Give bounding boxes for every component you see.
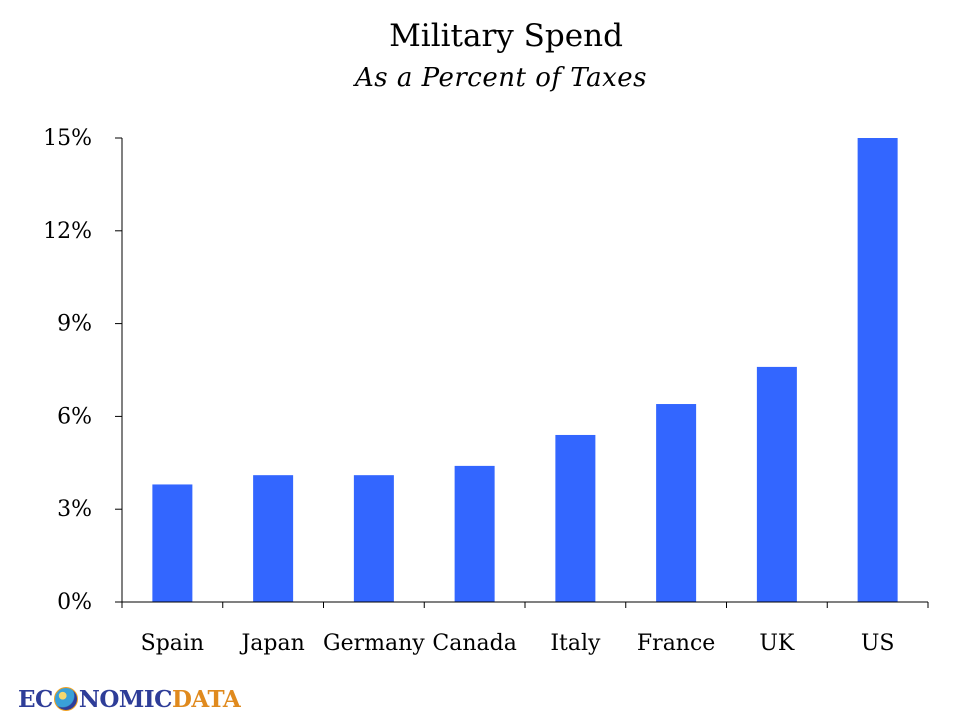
y-tick-label: 12% bbox=[43, 219, 92, 244]
y-tick-label: 9% bbox=[57, 312, 92, 337]
economicdata-logo: EC NOMIC DATA bbox=[18, 684, 241, 714]
x-tick-label: Japan bbox=[239, 631, 304, 656]
bar-spain bbox=[152, 484, 193, 602]
chart-subtitle: As a Percent of Taxes bbox=[355, 63, 647, 93]
y-tick-label: 0% bbox=[57, 590, 92, 615]
x-tick-label: US bbox=[861, 631, 895, 656]
bar-germany bbox=[353, 475, 394, 602]
bar-us bbox=[857, 138, 898, 602]
logo-text-middle: NOMIC bbox=[78, 685, 173, 713]
axes-group: 0% 3% 6% 9% 12% 15% Spain Japan Germany Canada Ita… bbox=[43, 126, 929, 656]
x-tick-label: Spain bbox=[141, 631, 204, 656]
y-tick-label: 3% bbox=[57, 497, 92, 522]
bars-group bbox=[152, 138, 898, 602]
y-tick-label: 6% bbox=[57, 404, 92, 429]
x-tick-label: Italy bbox=[550, 631, 601, 656]
x-tick-label: UK bbox=[759, 631, 795, 656]
chart-title: Military Spend bbox=[389, 18, 623, 54]
x-tick-label: Germany bbox=[323, 631, 425, 656]
bar-japan bbox=[253, 475, 294, 602]
x-tick-label: Canada bbox=[432, 631, 516, 656]
bar-italy bbox=[555, 434, 596, 602]
bar-france bbox=[656, 404, 697, 602]
bar-canada bbox=[454, 465, 495, 602]
bar-uk bbox=[756, 366, 797, 602]
y-tick-label: 15% bbox=[43, 126, 92, 151]
x-tick-label: France bbox=[637, 631, 715, 656]
logo-text-end: DATA bbox=[171, 685, 241, 713]
globe-icon bbox=[53, 687, 78, 711]
logo-text-start: EC bbox=[18, 685, 53, 713]
